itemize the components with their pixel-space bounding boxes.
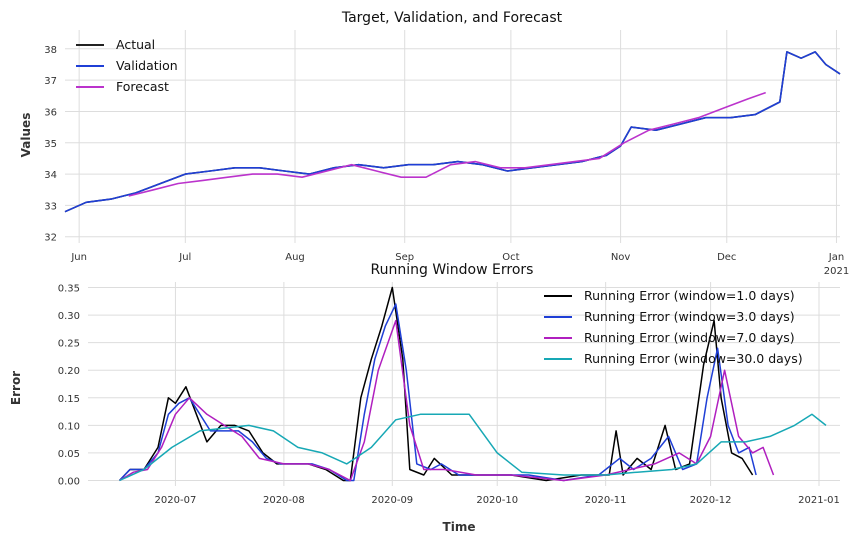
x-tick-label: 2020-08 [263, 495, 305, 506]
top-legend: Actual Validation Forecast [76, 37, 178, 94]
y-tick-label: 36 [44, 107, 57, 118]
forecast-chart: 32 33 34 35 36 37 38 Jun Jul Aug Sep Oct Nov Dec Jan 20… [19, 10, 849, 277]
series-line-1 [64, 51, 841, 213]
y-tick-label: 35 [44, 139, 57, 150]
bottom-ticks: 0.00 0.05 0.10 0.15 0.20 0.25 0.30 0.35 2020-07 2… [58, 284, 840, 506]
legend-label: Running Error (window=3.0 days) [584, 309, 795, 324]
y-tick-label: 0.25 [58, 339, 80, 350]
x-tick-label: 2020-11 [585, 495, 627, 506]
bottom-x-axis-label: Time [443, 520, 476, 534]
legend-label: Forecast [116, 79, 169, 94]
top-y-axis-label: Values [19, 113, 33, 158]
top-ticks: 32 33 34 35 36 37 38 Jun Jul Aug Sep Oct Nov Dec Jan 20… [44, 45, 849, 277]
x-tick-label: Sep [395, 252, 414, 263]
bottom-y-axis-label: Error [9, 371, 23, 405]
series-line-0 [118, 286, 754, 482]
bottom-chart-title: Running Window Errors [371, 262, 534, 278]
bottom-legend: Running Error (window=1.0 days) Running E… [544, 288, 803, 366]
x-tick-label: 2020-09 [371, 495, 413, 506]
errors-chart: 0.00 0.05 0.10 0.15 0.20 0.25 0.30 0.35 2020-07 2… [9, 262, 840, 534]
legend-label: Validation [116, 58, 178, 73]
x-tick-label: Jan [828, 252, 844, 263]
x-tick-label: Jul [178, 252, 191, 263]
bottom-grid [88, 282, 840, 486]
x-tick-label: Jun [70, 252, 87, 263]
y-tick-label: 0.00 [58, 476, 80, 487]
legend-label: Running Error (window=1.0 days) [584, 288, 795, 303]
y-tick-label: 33 [44, 201, 57, 212]
x-tick-year-label: 2021 [824, 266, 849, 277]
legend-label: Actual [116, 37, 155, 52]
x-tick-label: Aug [285, 252, 305, 263]
y-tick-label: 0.35 [58, 284, 80, 295]
y-tick-label: 37 [44, 76, 57, 87]
x-tick-label: 2020-10 [476, 495, 518, 506]
y-tick-label: 34 [44, 170, 57, 181]
y-tick-label: 0.10 [58, 421, 80, 432]
top-series [64, 51, 841, 213]
series-line-2 [128, 91, 766, 197]
y-tick-label: 32 [44, 233, 57, 244]
x-tick-label: 2021-01 [798, 495, 840, 506]
legend-label: Running Error (window=30.0 days) [584, 351, 803, 366]
x-tick-label: 2020-12 [690, 495, 732, 506]
bottom-series [118, 286, 827, 482]
series-line-1 [118, 303, 757, 482]
y-tick-label: 0.30 [58, 311, 80, 322]
y-tick-label: 0.15 [58, 394, 80, 405]
series-line-2 [119, 319, 775, 482]
x-tick-label: 2020-07 [155, 495, 197, 506]
top-grid [65, 30, 840, 243]
series-line-3 [119, 413, 827, 482]
legend-label: Running Error (window=7.0 days) [584, 330, 795, 345]
x-tick-label: Dec [717, 252, 736, 263]
top-chart-title: Target, Validation, and Forecast [341, 10, 563, 26]
y-tick-label: 38 [44, 45, 57, 56]
x-tick-label: Nov [611, 252, 631, 263]
series-line-0 [64, 51, 841, 213]
y-tick-label: 0.20 [58, 366, 80, 377]
x-tick-label: Oct [502, 252, 519, 263]
y-tick-label: 0.05 [58, 449, 80, 460]
